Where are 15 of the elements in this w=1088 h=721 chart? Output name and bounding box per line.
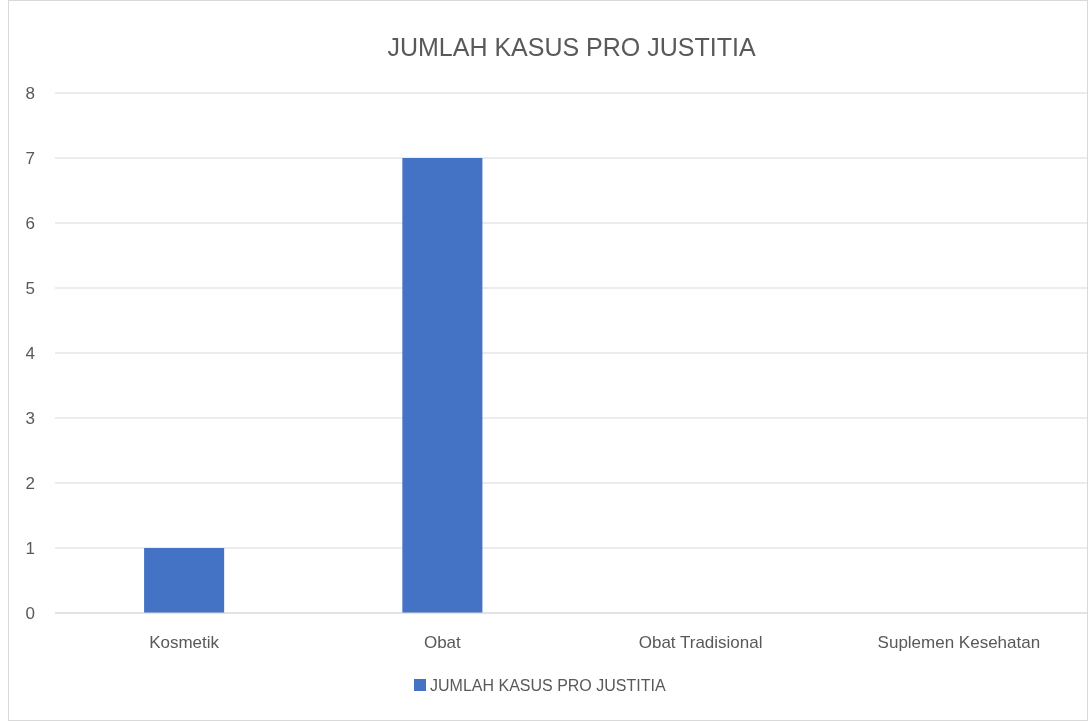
y-tick-label: 5 (25, 279, 35, 298)
legend-label: JUMLAH KASUS PRO JUSTITIA (430, 677, 666, 694)
x-tick-label: Kosmetik (149, 633, 220, 652)
y-tick-label: 3 (25, 409, 35, 428)
y-tick-label: 7 (25, 149, 35, 168)
x-tick-label: Obat Tradisional (638, 633, 763, 652)
y-tick-label: 1 (25, 539, 35, 558)
y-tick-label: 2 (25, 474, 35, 493)
x-tick-label: Suplemen Kesehatan (877, 633, 1041, 652)
y-tick-label: 0 (25, 604, 35, 623)
chart-title: JUMLAH KASUS PRO JUSTITIA (387, 33, 756, 61)
y-tick-label: 4 (25, 344, 35, 363)
y-tick-label: 6 (25, 214, 35, 233)
x-tick-label: Obat (423, 633, 462, 652)
y-tick-label: 8 (25, 84, 35, 103)
